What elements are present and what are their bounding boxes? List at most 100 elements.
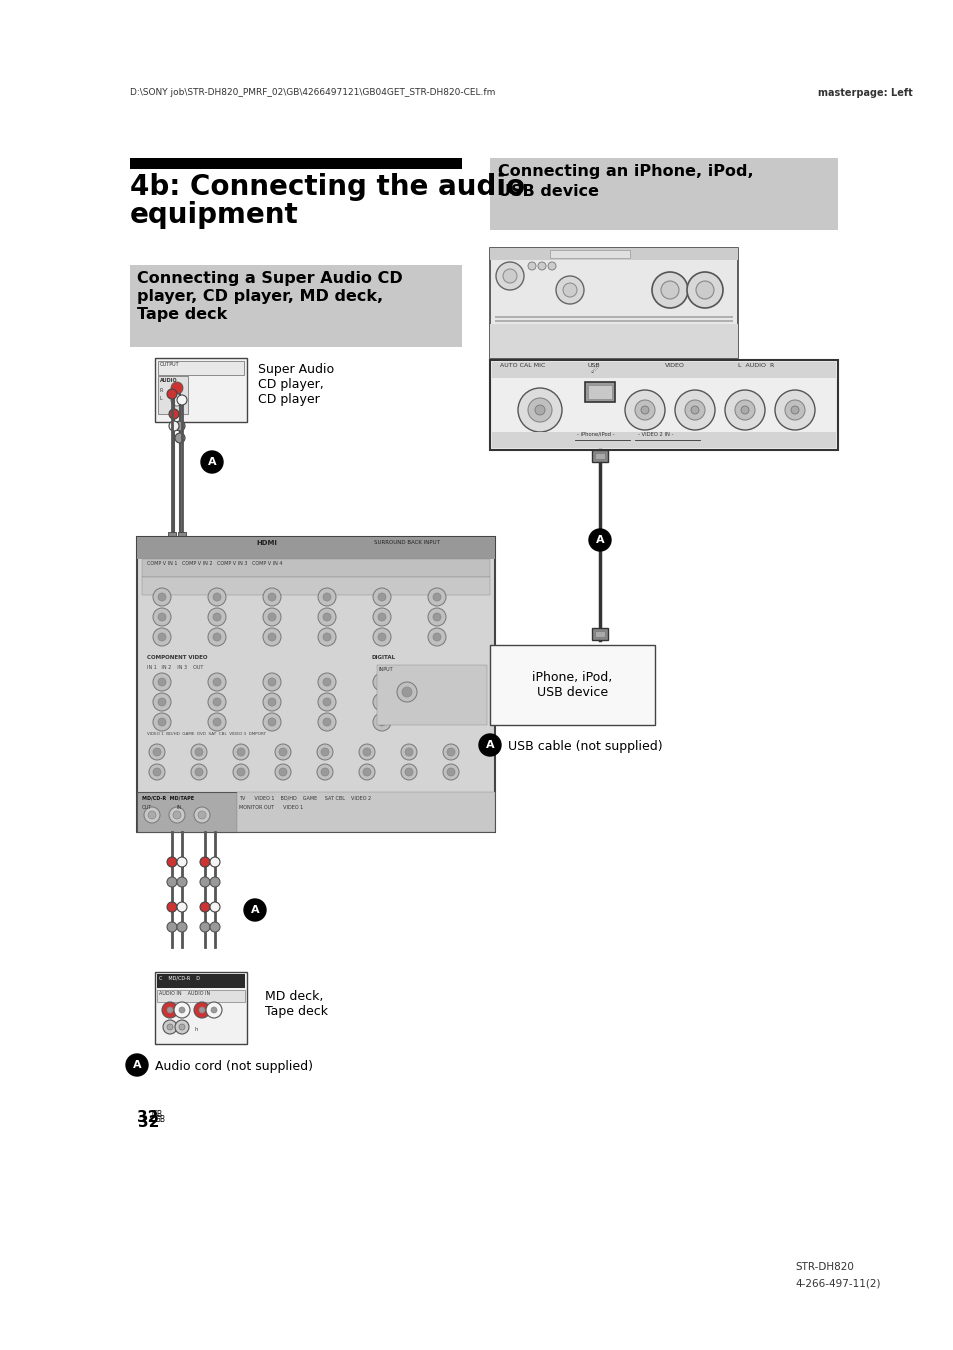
Circle shape [624,390,664,431]
Bar [490,645,655,725]
Circle shape [179,1025,185,1030]
Circle shape [173,1002,190,1018]
Bar [490,248,738,358]
Text: A: A [251,904,259,915]
Circle shape [158,593,166,601]
Circle shape [162,1002,178,1018]
Circle shape [686,271,722,308]
Circle shape [167,389,177,400]
Circle shape [169,421,179,431]
Text: IN 1   IN 2    IN 3    OUT: IN 1 IN 2 IN 3 OUT [147,666,203,670]
Circle shape [401,687,412,697]
Circle shape [320,748,329,756]
Text: L  AUDIO  R: L AUDIO R [738,363,774,369]
Text: 32: 32 [138,1115,159,1130]
Circle shape [177,396,187,405]
Bar [130,158,461,169]
Text: masterpage: Left: masterpage: Left [817,88,912,99]
Circle shape [316,744,333,760]
Circle shape [323,678,331,686]
Circle shape [690,406,699,414]
Circle shape [263,674,281,691]
Text: CD player: CD player [257,393,319,406]
Bar [154,972,247,1044]
Circle shape [660,281,679,298]
Circle shape [724,390,764,431]
Text: VIDEO 1  BD/HD  GAME  DVD  SAT  CBL  VIDEO 3  DMPORT: VIDEO 1 BD/HD GAME DVD SAT CBL VIDEO 3 D… [147,732,266,736]
Circle shape [358,744,375,760]
Text: Super Audio: Super Audio [257,363,334,377]
Circle shape [152,628,171,647]
Circle shape [323,718,331,726]
Circle shape [323,633,331,641]
Circle shape [363,768,371,776]
Circle shape [547,262,556,270]
Circle shape [784,400,804,420]
Bar [587,385,612,400]
Circle shape [268,678,275,686]
Circle shape [144,807,160,824]
Text: SURROUND BACK INPUT: SURROUND BACK INPUT [374,540,439,545]
Bar [595,630,604,637]
Circle shape [177,857,187,867]
Circle shape [317,589,335,606]
Circle shape [635,400,655,420]
Text: h: h [194,1027,198,1031]
Circle shape [263,589,281,606]
Circle shape [274,764,291,780]
Text: TV      VIDEO 1    BD/HD    GAME     SAT CBL    VIDEO 2: TV VIDEO 1 BD/HD GAME SAT CBL VIDEO 2 [239,795,371,801]
Circle shape [562,284,577,297]
Circle shape [208,674,226,691]
Circle shape [177,902,187,913]
Circle shape [152,589,171,606]
Text: ☄: ☄ [590,364,598,375]
Bar [168,532,175,539]
Circle shape [377,593,386,601]
Bar [595,454,604,459]
Circle shape [263,693,281,711]
Bar [142,559,490,576]
Circle shape [263,608,281,626]
Circle shape [323,613,331,621]
Circle shape [152,674,171,691]
Bar [492,362,835,378]
Circle shape [167,1025,172,1030]
Text: AUTO CAL MIC: AUTO CAL MIC [499,363,545,369]
Circle shape [208,713,226,730]
Circle shape [126,1054,148,1076]
Circle shape [152,713,171,730]
Circle shape [400,764,416,780]
Circle shape [167,902,177,913]
Circle shape [263,628,281,647]
Circle shape [684,400,704,420]
Circle shape [236,768,245,776]
Text: iPhone, iPod,: iPhone, iPod, [532,671,612,683]
Circle shape [208,628,226,647]
Circle shape [428,628,446,647]
Circle shape [213,613,221,621]
Circle shape [405,768,413,776]
Bar [157,973,245,988]
Text: - VIDEO 2 IN -: - VIDEO 2 IN - [638,432,673,437]
Circle shape [194,748,203,756]
Bar [592,628,607,640]
Circle shape [208,608,226,626]
Text: VIDEO: VIDEO [664,363,684,369]
Circle shape [537,262,545,270]
Bar [142,576,490,595]
Text: 32: 32 [137,1110,158,1125]
Circle shape [213,678,221,686]
Text: AUDIO: AUDIO [160,378,177,383]
Circle shape [400,744,416,760]
Text: Connecting an iPhone, iPod,: Connecting an iPhone, iPod, [497,163,753,180]
Circle shape [278,768,287,776]
Text: A: A [208,458,216,467]
Circle shape [317,674,335,691]
Text: R: R [160,387,163,393]
Circle shape [373,693,391,711]
Text: L: L [160,396,163,401]
Bar [592,450,607,462]
Text: STR-DH820: STR-DH820 [794,1262,853,1272]
Circle shape [167,857,177,867]
Circle shape [405,748,413,756]
